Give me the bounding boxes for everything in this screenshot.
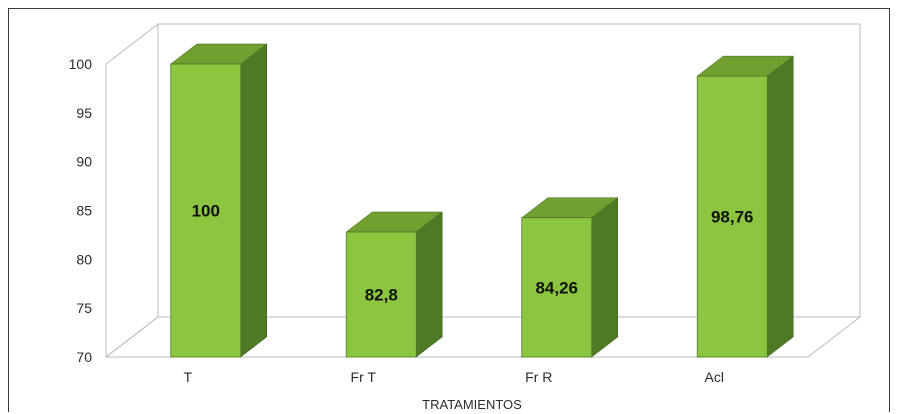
bar-3: 84,26 xyxy=(521,197,619,358)
bar-front-face xyxy=(170,63,242,358)
bar-value-label: 82,8 xyxy=(365,285,398,304)
y-tick-label: 80 xyxy=(76,251,92,267)
x-axis-categories: T Fr T Fr R Acl xyxy=(183,369,724,385)
bar-front-face xyxy=(696,75,768,358)
x-category-label: T xyxy=(183,369,192,385)
bar-value-label: 98,76 xyxy=(711,208,754,227)
chart-frame xyxy=(8,8,890,412)
x-axis-title: TRATAMIENTOS xyxy=(422,397,522,412)
bar-side-face xyxy=(240,43,267,358)
x-category-label: Fr T xyxy=(351,369,377,385)
y-tick-label: 85 xyxy=(76,203,92,219)
bar-4: 98,76 xyxy=(696,55,794,358)
bar-front-face xyxy=(521,217,593,358)
bars: 100 82,8 84,26 98,76 xyxy=(170,43,794,358)
bar-front-face xyxy=(345,231,417,358)
x-category-label: Fr R xyxy=(525,369,552,385)
chart-side-wall xyxy=(105,22,159,359)
bar-1: 100 xyxy=(170,43,268,358)
bar-2: 82,8 xyxy=(345,211,443,358)
y-tick-label: 90 xyxy=(76,154,92,170)
x-category-label: Acl xyxy=(705,369,724,385)
y-tick-label: 95 xyxy=(76,105,92,121)
y-tick-label: 70 xyxy=(76,349,92,365)
bar-value-label: 84,26 xyxy=(535,278,578,297)
y-tick-label: 75 xyxy=(76,300,92,316)
bar-side-face xyxy=(591,197,618,358)
y-axis-ticks: 70 75 80 85 90 95 100 xyxy=(69,56,93,365)
bar-side-face xyxy=(416,211,443,358)
y-tick-label: 100 xyxy=(69,56,93,72)
bar-side-face xyxy=(767,55,794,358)
bar-value-label: 100 xyxy=(192,202,220,221)
